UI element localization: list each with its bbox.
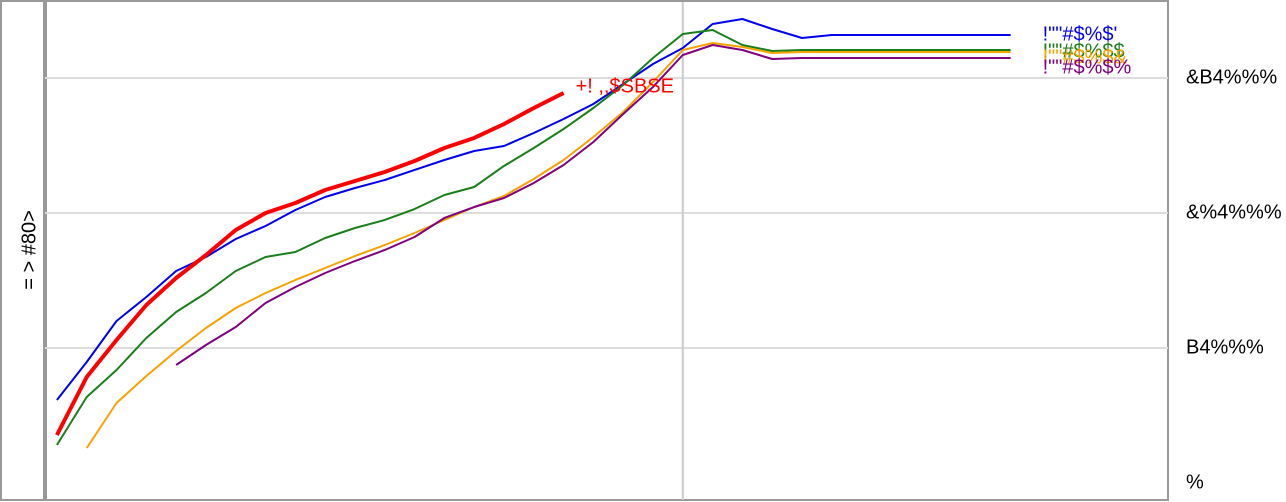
- series-label: !""#$%$': [1043, 23, 1118, 45]
- y-tick-label: %: [1186, 471, 1204, 493]
- series-line: [85, 42, 1011, 449]
- series-label: !""#$%$&: [1043, 46, 1128, 68]
- series-line: [175, 44, 1011, 366]
- series-label: !""#$%$$: [1043, 40, 1125, 62]
- series-line: [56, 28, 1011, 446]
- series-label: +! ,,$SBSE: [576, 75, 674, 97]
- series-line: [55, 91, 565, 436]
- series-label: !""#$%$%: [1043, 56, 1132, 78]
- y-tick-label: &B4%%%: [1186, 66, 1277, 88]
- y-tick-label: &%4%%%: [1186, 201, 1282, 223]
- y-axis-label: = > #80>: [18, 210, 40, 290]
- y-tick-label: B4%%%: [1186, 336, 1264, 358]
- frame: [0, 0, 1169, 501]
- series-line: [56, 18, 1011, 401]
